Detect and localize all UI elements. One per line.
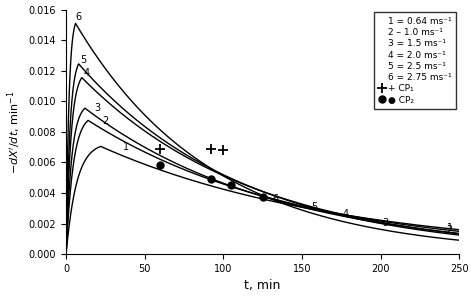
Text: 1: 1 xyxy=(123,142,129,153)
Text: 5: 5 xyxy=(80,55,86,65)
Text: 1: 1 xyxy=(447,223,453,233)
Text: 2: 2 xyxy=(102,117,109,126)
Text: 2: 2 xyxy=(447,225,453,235)
Text: 4: 4 xyxy=(83,68,90,78)
Legend: 1 = 0.64 ms⁻¹, 2 – 1.0 ms⁻¹, 3 = 1.5 ms⁻¹, 4 = 2.0 ms⁻¹, 5 = 2.5 ms⁻¹, 6 = 2.75 : 1 = 0.64 ms⁻¹, 2 – 1.0 ms⁻¹, 3 = 1.5 ms⁻… xyxy=(374,12,456,109)
X-axis label: t, min: t, min xyxy=(245,280,281,292)
Text: 3: 3 xyxy=(382,218,388,228)
Text: 6: 6 xyxy=(75,13,82,22)
Y-axis label: $-dX'/dt$, min$^{-1}$: $-dX'/dt$, min$^{-1}$ xyxy=(6,90,23,173)
Text: 4: 4 xyxy=(343,209,349,219)
Text: 5: 5 xyxy=(311,202,318,212)
Text: 6: 6 xyxy=(272,194,278,204)
Text: 3: 3 xyxy=(94,103,100,113)
